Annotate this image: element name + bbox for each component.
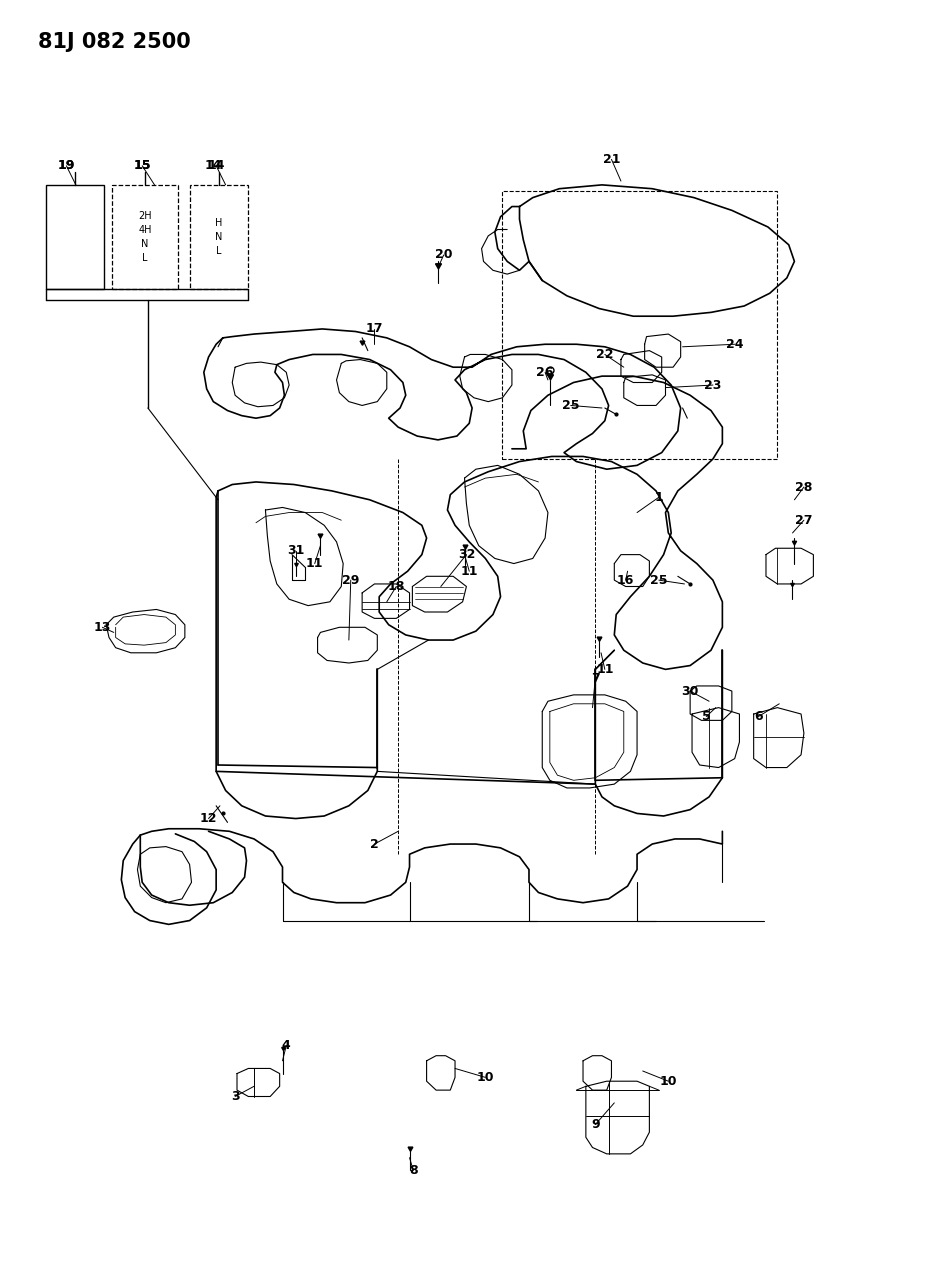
Text: 10: 10 [660,1075,677,1088]
Text: 17: 17 [366,323,383,335]
Text: 19: 19 [58,159,75,172]
Text: 26: 26 [537,366,554,379]
Text: 2: 2 [370,838,379,850]
Text: 2H
4H
N
L: 2H 4H N L [138,212,152,263]
Text: 25: 25 [650,574,667,586]
Text: 21: 21 [603,153,620,166]
Text: 14: 14 [205,159,222,172]
Text: H
N
L: H N L [215,218,223,256]
Text: 25: 25 [562,399,579,412]
Text: 15: 15 [134,159,151,172]
Text: 22: 22 [596,348,613,361]
Text: 20: 20 [435,249,452,261]
Text: 11: 11 [596,663,613,676]
Text: 19: 19 [58,159,75,172]
Text: 15: 15 [134,159,151,172]
Text: 9: 9 [591,1118,600,1131]
Bar [502,191,777,459]
Text: 32: 32 [458,548,475,561]
Text: 24: 24 [726,338,743,351]
Text: 7: 7 [591,672,600,685]
Text: 23: 23 [704,379,721,391]
Text: 6: 6 [754,710,763,723]
Text: 11: 11 [461,565,478,578]
Text: 1: 1 [654,491,664,504]
Text: 16: 16 [617,574,634,586]
Text: 14: 14 [208,159,225,172]
Text: 31: 31 [287,544,304,557]
Text: 12: 12 [200,812,217,825]
Text: 3: 3 [230,1090,240,1103]
Text: 81J 082 2500: 81J 082 2500 [38,32,191,52]
Text: 13: 13 [94,621,111,634]
Text: 11: 11 [306,557,323,570]
Text: 5: 5 [702,710,711,723]
Text: 27: 27 [795,514,812,527]
Text: 4: 4 [282,1039,291,1052]
Text: 18: 18 [388,580,405,593]
Bar [112,185,178,289]
Text: 28: 28 [795,481,812,493]
Text: 8: 8 [409,1164,418,1177]
Bar [46,185,104,289]
Text: 10: 10 [477,1071,494,1084]
Text: 30: 30 [682,685,699,697]
Text: 29: 29 [342,574,359,586]
Bar [190,185,248,289]
